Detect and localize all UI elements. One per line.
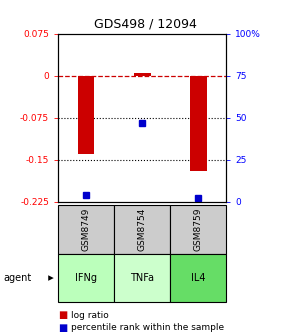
Bar	[190, 76, 206, 171]
Bar	[78, 76, 95, 154]
Text: GSM8749: GSM8749	[81, 208, 90, 251]
Text: percentile rank within the sample: percentile rank within the sample	[71, 323, 224, 332]
Text: ■: ■	[58, 323, 67, 333]
Text: GSM8759: GSM8759	[194, 208, 203, 251]
Bar	[134, 73, 151, 76]
Text: TNFa: TNFa	[130, 273, 154, 283]
Text: ■: ■	[58, 310, 67, 320]
Text: IFNg: IFNg	[75, 273, 97, 283]
Text: GSM8754: GSM8754	[137, 208, 147, 251]
Text: IL4: IL4	[191, 273, 205, 283]
Text: log ratio: log ratio	[71, 311, 109, 320]
Text: agent: agent	[3, 273, 31, 283]
Text: GDS498 / 12094: GDS498 / 12094	[94, 17, 196, 30]
